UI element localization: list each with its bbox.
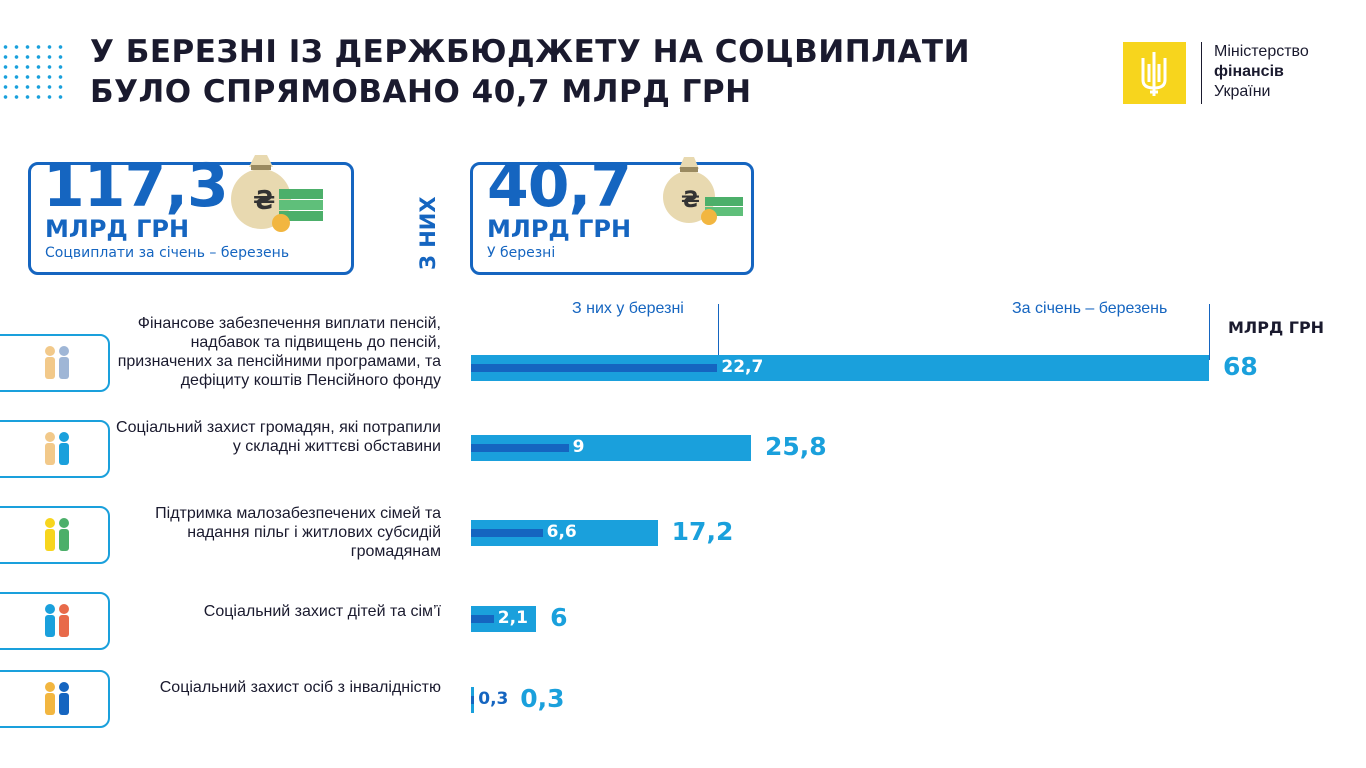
value-label-march: 22,7 — [721, 357, 764, 377]
wheelchair-icon — [40, 680, 74, 718]
total-guide-line — [1209, 304, 1210, 360]
decorative-dots — [0, 42, 64, 104]
logo-line-3: України — [1214, 83, 1271, 100]
value-label-total: 17,2 — [671, 517, 734, 546]
bar-march — [471, 696, 475, 704]
march-caption: У березні — [487, 245, 556, 261]
value-label-total: 6 — [550, 603, 568, 632]
money-bag-icon: ₴ — [231, 155, 323, 232]
category-icon-box — [0, 592, 110, 650]
header-march: З них у березні — [572, 300, 684, 317]
category-icon-box — [0, 506, 110, 564]
bar-march — [471, 364, 718, 372]
category-icon-box — [0, 334, 110, 392]
elderly-couple-icon — [40, 344, 74, 382]
svg-text:₴: ₴ — [681, 188, 700, 213]
title-line-2: БУЛО СПРЯМОВАНО 40,7 МЛРД ГРН — [90, 74, 752, 110]
unit-label: МЛРД ГРН — [1228, 318, 1325, 337]
money-bag-icon: ₴ — [663, 157, 743, 225]
value-label-total: 68 — [1223, 352, 1258, 381]
value-label-march: 9 — [572, 437, 585, 457]
page-title: У БЕРЕЗНІ ІЗ ДЕРЖБЮДЖЕТУ НА СОЦВИПЛАТИ Б… — [90, 32, 990, 112]
header-total: За січень – березень — [1012, 300, 1168, 317]
connector-label: З НИХ — [416, 196, 440, 270]
people-icon — [40, 430, 74, 468]
money-lightbulb-icon — [40, 516, 74, 554]
category-label: Соціальний захист громадян, які потрапил… — [116, 419, 441, 455]
total-value: 117,3 — [43, 151, 229, 221]
march-guide-line — [718, 304, 719, 360]
logo-line-1: Міністерство — [1214, 43, 1309, 60]
category-icon-box — [0, 420, 110, 478]
bar-march — [471, 615, 494, 623]
category-label: Соціальний захист осіб з інвалідністю — [159, 679, 441, 696]
value-label-march: 6,6 — [546, 522, 577, 542]
value-label-march: 0,3 — [478, 689, 509, 709]
logo-line-2: фінансів — [1214, 63, 1284, 80]
value-label-march: 2,1 — [497, 608, 528, 628]
category-icon-box — [0, 670, 110, 728]
category-label: Підтримка малозабезпечених сімей та нада… — [155, 505, 441, 560]
svg-text:₴: ₴ — [253, 186, 275, 216]
march-card: 40,7 МЛРД ГРН У березні ₴ — [470, 151, 754, 275]
category-label: Соціальний захист дітей та сім’ї — [203, 603, 441, 620]
family-icon — [40, 602, 74, 640]
bar-march — [471, 529, 543, 537]
total-card: 117,3 МЛРД ГРН Соцвиплати за січень – бе… — [28, 151, 354, 275]
trident-logo-icon — [1123, 42, 1186, 104]
value-label-total: 25,8 — [765, 432, 827, 461]
category-label: Фінансове забезпечення виплати пенсій, н… — [117, 315, 441, 389]
march-unit: МЛРД ГРН — [487, 215, 632, 243]
total-unit: МЛРД ГРН — [45, 215, 190, 243]
ministry-name: Міністерство фінансів України — [1214, 42, 1309, 102]
logo-divider — [1201, 42, 1202, 104]
march-value: 40,7 — [487, 151, 632, 221]
bar-march — [471, 444, 569, 452]
value-label-total: 0,3 — [520, 684, 565, 713]
title-line-1: У БЕРЕЗНІ ІЗ ДЕРЖБЮДЖЕТУ НА СОЦВИПЛАТИ — [90, 34, 971, 70]
total-caption: Соцвиплати за січень – березень — [45, 245, 290, 261]
